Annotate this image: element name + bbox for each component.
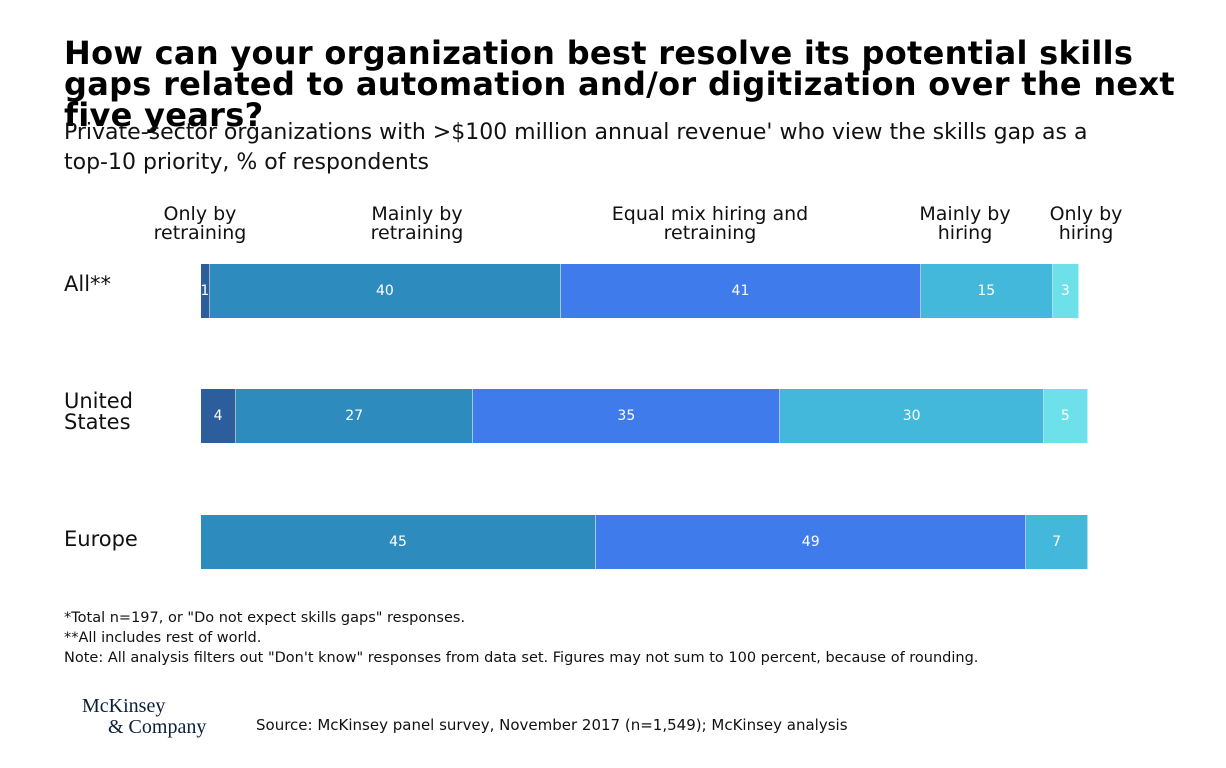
data-label: 5 xyxy=(1060,408,1070,424)
bar-segment-only-hiring: 3 xyxy=(1052,264,1079,318)
data-label: 45 xyxy=(389,534,407,550)
bar-segment-equal-mix: 35 xyxy=(473,389,781,443)
row-label: United xyxy=(64,389,133,413)
data-label: 3 xyxy=(1060,283,1070,299)
data-label: 7 xyxy=(1052,534,1061,550)
footnote-total: *Total n=197, or "Do not expect skills g… xyxy=(64,610,466,626)
logo-line-1: McKinsey xyxy=(82,695,166,717)
footnote-all: **All includes rest of world. xyxy=(64,630,262,646)
series-header-mainly-retraining: Mainly by retraining xyxy=(371,205,464,243)
footnote-note: Note: All analysis filters out "Don't kn… xyxy=(64,650,979,666)
bar-segment-mainly-retraining: 27 xyxy=(236,389,474,443)
data-label: 30 xyxy=(902,408,921,424)
bar-segment-only-hiring: 5 xyxy=(1043,389,1088,443)
series-header-line: retraining xyxy=(370,222,464,244)
data-label: 49 xyxy=(801,534,820,550)
data-label: 1 xyxy=(200,283,210,299)
data-label: 35 xyxy=(617,408,636,424)
series-header-line: retraining xyxy=(663,222,757,244)
series-header-line: Mainly by xyxy=(371,203,463,225)
mckinsey-logo: McKinsey & Company xyxy=(82,696,206,738)
series-header-only-hiring: Only by hiring xyxy=(1050,205,1123,243)
row-label: Europe xyxy=(64,527,138,551)
series-header-line: Only by xyxy=(1049,203,1123,225)
bar-segment-only-retraining: 4 xyxy=(201,389,237,443)
series-header-line: Equal mix hiring and xyxy=(611,203,809,225)
series-header-line: retraining xyxy=(153,222,247,244)
chart-subtitle: Private-sector organizations with >$100 … xyxy=(64,120,1088,175)
source-note: Source: McKinsey panel survey, November … xyxy=(256,716,848,734)
bar-segment-only-retraining: 1 xyxy=(200,264,210,318)
series-header-line: hiring xyxy=(937,222,993,244)
bar-segment-mainly-hiring: 30 xyxy=(780,389,1044,443)
bar-segment-equal-mix: 41 xyxy=(560,264,921,318)
bar-segment-mainly-hiring: 15 xyxy=(920,264,1053,318)
chart-title: How can your organization best resolve i… xyxy=(64,34,1175,134)
bar-segment-mainly-retraining: 45 xyxy=(201,515,597,569)
row-label: All** xyxy=(64,272,112,296)
data-label: 4 xyxy=(213,408,223,424)
data-label: 15 xyxy=(977,283,996,299)
row-label: States xyxy=(64,410,131,434)
series-header-equal-mix: Equal mix hiring and retraining xyxy=(612,205,808,243)
series-header-mainly-hiring: Mainly by hiring xyxy=(919,205,1010,243)
logo-line-2: & Company xyxy=(108,716,207,738)
data-label: 40 xyxy=(375,283,394,299)
bar-segment-mainly-retraining: 40 xyxy=(209,264,561,318)
data-label: 41 xyxy=(731,283,750,299)
series-header-line: Mainly by xyxy=(919,203,1011,225)
bar-segment-mainly-hiring: 7 xyxy=(1026,515,1088,569)
series-header-line: hiring xyxy=(1058,222,1114,244)
data-label: 27 xyxy=(345,408,364,424)
bar-segment-equal-mix: 49 xyxy=(596,515,1027,569)
series-header-only-retraining: Only by retraining xyxy=(154,205,247,243)
series-header-line: Only by xyxy=(163,203,237,225)
